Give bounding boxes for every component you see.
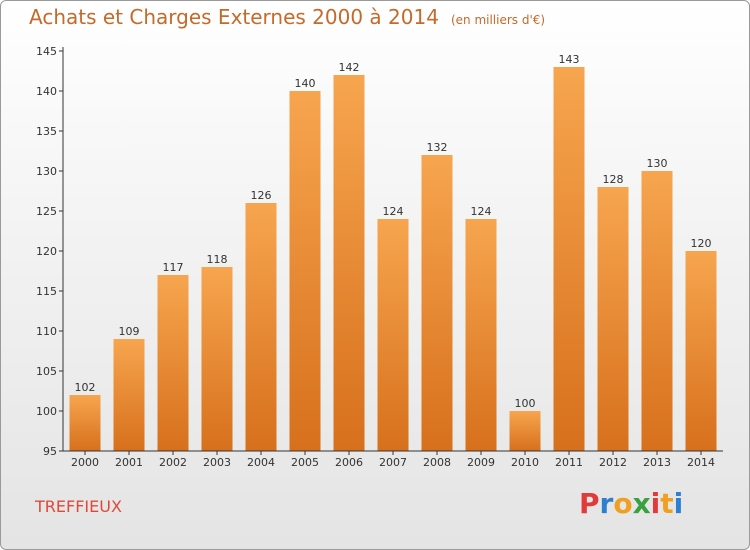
chart-unit: (en milliers d'€)	[450, 13, 546, 27]
bar-2002	[157, 275, 189, 451]
x-tick-label: 2009	[467, 456, 495, 469]
y-tick-label: 125	[36, 205, 57, 218]
x-tick-label: 2011	[555, 456, 583, 469]
chart-title: Achats et Charges Externes 2000 à 2014 (e…	[29, 5, 545, 29]
bar-2014	[685, 251, 717, 451]
bar-2003	[201, 267, 233, 451]
bar-2013	[641, 171, 673, 451]
logo-letter: o	[613, 487, 633, 520]
commune-name: TREFFIEUX	[35, 497, 122, 516]
axes-group: 2000 2001 2002 2003 2004 2005 2006 2007 2008 2009…	[36, 45, 723, 469]
bar-2000	[69, 395, 101, 451]
x-tick-label: 2006	[335, 456, 363, 469]
y-tick-label: 135	[36, 125, 57, 138]
x-tick-label: 2002	[159, 456, 187, 469]
y-tick-label: 120	[36, 245, 57, 258]
data-label-2005: 140	[295, 77, 316, 90]
bars-group: 102 109 117 118 126 140 142 124 132 124 100 143 128 1…	[69, 53, 717, 451]
x-tick-label: 2013	[643, 456, 671, 469]
y-tick-label: 100	[36, 405, 57, 418]
data-label-2003: 118	[207, 253, 228, 266]
y-tick-label: 130	[36, 165, 57, 178]
data-label-2002: 117	[163, 261, 184, 274]
data-label-2007: 124	[383, 205, 404, 218]
x-tick-label: 2003	[203, 456, 231, 469]
data-label-2006: 142	[339, 61, 360, 74]
data-label-2012: 128	[603, 173, 624, 186]
bar-2006	[333, 75, 365, 451]
logo-letter: P	[579, 487, 600, 520]
data-label-2004: 126	[251, 189, 272, 202]
logo-letter: r	[599, 487, 614, 520]
proxiti-logo: Proxiti	[579, 487, 683, 520]
data-label-2001: 109	[119, 325, 140, 338]
data-label-2010: 100	[515, 397, 536, 410]
bar-2007	[377, 219, 409, 451]
bar-2011	[553, 67, 585, 451]
data-label-2014: 120	[691, 237, 712, 250]
y-tick-label: 145	[36, 45, 57, 58]
y-tick-label: 140	[36, 85, 57, 98]
x-tick-label: 2010	[511, 456, 539, 469]
bar-2008	[421, 155, 453, 451]
x-tick-label: 2007	[379, 456, 407, 469]
bar-2010	[509, 411, 541, 451]
x-tick-label: 2014	[687, 456, 715, 469]
x-tick-label: 2012	[599, 456, 627, 469]
y-tick-label: 110	[36, 325, 57, 338]
y-tick-label: 115	[36, 285, 57, 298]
x-tick-label: 2001	[115, 456, 143, 469]
bar-2012	[597, 187, 629, 451]
data-label-2013: 130	[647, 157, 668, 170]
logo-letter: i	[673, 487, 684, 520]
data-label-2011: 143	[559, 53, 580, 66]
logo-letter: x	[632, 487, 651, 520]
logo-letter: i	[650, 487, 661, 520]
data-label-2009: 124	[471, 205, 492, 218]
chart-title-text: Achats et Charges Externes 2000 à 2014	[29, 5, 439, 29]
bar-2001	[113, 339, 145, 451]
bar-2004	[245, 203, 277, 451]
bar-2009	[465, 219, 497, 451]
bar-2005	[289, 91, 321, 451]
logo-letter: t	[660, 487, 674, 520]
data-label-2008: 132	[427, 141, 448, 154]
x-tick-label: 2005	[291, 456, 319, 469]
x-tick-label: 2008	[423, 456, 451, 469]
y-tick-label: 105	[36, 365, 57, 378]
x-tick-label: 2004	[247, 456, 275, 469]
y-tick-label: 95	[43, 445, 57, 458]
x-tick-label: 2000	[71, 456, 99, 469]
data-label-2000: 102	[75, 381, 96, 394]
